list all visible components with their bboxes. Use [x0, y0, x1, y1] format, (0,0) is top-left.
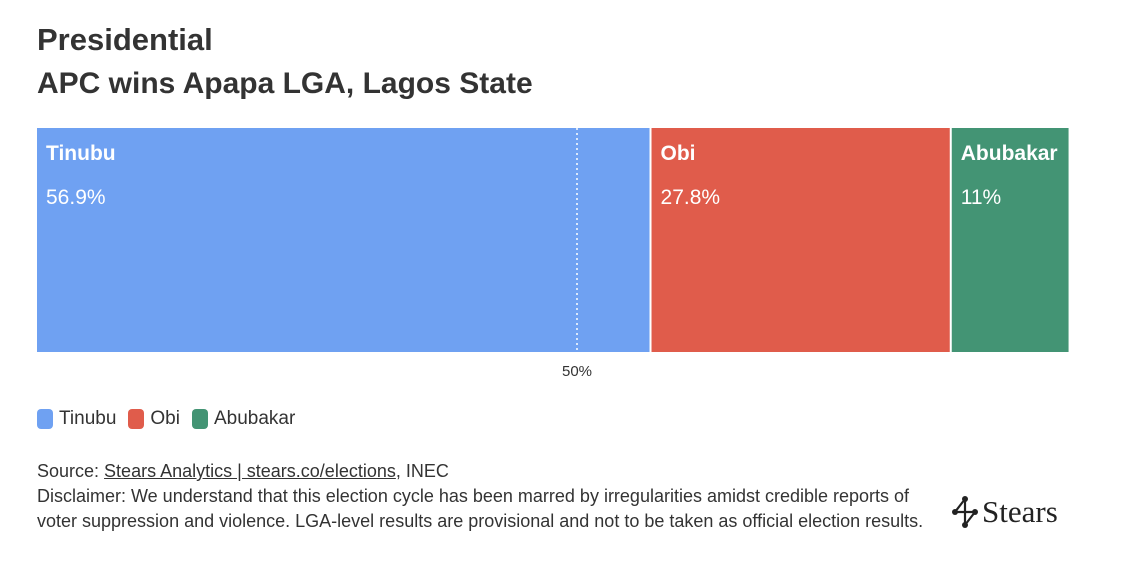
source-prefix: Source:: [37, 461, 105, 481]
stears-logo: Stears: [952, 494, 1058, 530]
logo-text: Stears: [982, 494, 1058, 529]
segment-name-tinubu: Tinubu: [46, 142, 116, 165]
legend: Tinubu Obi Abubakar: [37, 408, 307, 430]
legend-swatch-abubakar: [191, 409, 208, 429]
legend-item-obi[interactable]: Obi: [128, 408, 180, 430]
bar-segment-tinubu[interactable]: [37, 128, 650, 352]
legend-item-abubakar[interactable]: Abubakar: [191, 408, 296, 430]
stacked-bar-chart: Tinubu 56.9% Obi 27.8% Abubakar 11% 50%: [37, 128, 1069, 380]
disclaimer-text: Disclaimer: We understand that this elec…: [37, 486, 924, 531]
segment-name-obi: Obi: [661, 142, 696, 165]
reference-line-label: 50%: [562, 363, 592, 380]
source-link[interactable]: Stears Analytics | stears.co/elections: [104, 461, 396, 481]
source-suffix: , INEC: [395, 461, 449, 481]
segment-value-abubakar: 11%: [961, 186, 1001, 209]
legend-label-abubakar: Abubakar: [213, 408, 296, 429]
segment-value-obi: 27.8%: [661, 186, 721, 209]
chart-subtitle: APC wins Apapa LGA, Lagos State: [37, 67, 533, 100]
bar-segment-obi[interactable]: [651, 128, 950, 352]
segment-value-tinubu: 56.9%: [46, 186, 106, 209]
legend-swatch-obi: [128, 409, 145, 429]
footer-notes: Source: Stears Analytics | stears.co/ele…: [37, 459, 947, 534]
stears-network-logo-icon: [952, 496, 978, 528]
legend-swatch-tinubu: [37, 409, 53, 429]
source-line: Source: Stears Analytics | stears.co/ele…: [37, 459, 947, 484]
legend-label-tinubu: Tinubu: [59, 408, 117, 429]
legend-item-tinubu[interactable]: Tinubu: [37, 408, 116, 430]
bar-segment-abubakar[interactable]: [951, 128, 1069, 352]
chart-title: Presidential: [37, 22, 213, 57]
segment-name-abubakar: Abubakar: [961, 142, 1058, 165]
legend-label-obi: Obi: [150, 408, 180, 429]
